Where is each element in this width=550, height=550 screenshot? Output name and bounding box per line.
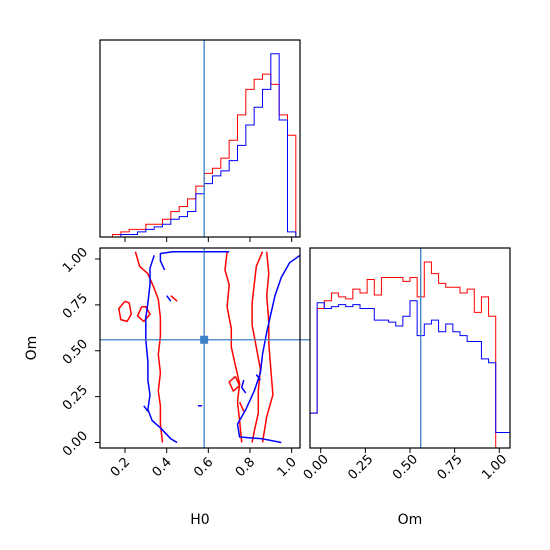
contour-series-1-path-7 [166, 295, 172, 302]
contour-ytick-label-3: 0.75 [60, 291, 91, 322]
contour-series-1-path-1 [159, 250, 230, 271]
contour-series-1-path-2 [236, 254, 300, 444]
hist-Om-xlabel: Om [398, 512, 423, 528]
contour-series-0-path-3 [261, 251, 274, 443]
contour-ytick-label-1: 0.25 [60, 383, 91, 414]
contour-ytick-label-2: 0.50 [60, 337, 91, 368]
contour-xtick-label-1: 0.4 [150, 455, 175, 480]
contour-series-0-path-8 [238, 401, 245, 412]
contour-frame [99, 247, 301, 449]
hist-Om-xtick-label-3: 0.75 [435, 452, 466, 483]
panel-hist-Om: 0.00 0.25 0.50 0.75 1.00 Om [301, 247, 511, 528]
hist-Om-xtick-label-0: 0.00 [301, 452, 332, 483]
contour-xtick-label-0: 0.2 [108, 455, 133, 480]
hist-Om-xtick-label-1: 0.25 [345, 452, 376, 483]
hist-Om-xtick-label-2: 0.50 [390, 452, 421, 483]
contour-series-1-path-3 [240, 379, 247, 394]
contour-series-0-path-7 [228, 375, 241, 392]
contour-ytick-label-4: 1.00 [60, 245, 91, 276]
panel-contour-H0-Om: 0.2 0.4 0.6 0.8 1.0 0.00 0.25 0.50 0.75 1.00 H0 O… [24, 245, 310, 528]
contour-xlabel: H0 [190, 512, 209, 528]
contour-series-0-path-0 [134, 251, 164, 443]
contour-series-1-path-4 [255, 374, 262, 381]
contour-series-1-path-6 [143, 405, 149, 412]
hist-Om-series-1-steps [309, 300, 511, 448]
hist-H0-series-0-steps [100, 73, 297, 238]
hist-Om-xtick-label-4: 1.00 [479, 452, 510, 483]
contour-series-0-path-6 [170, 295, 178, 302]
contour-xtick-label-3: 0.8 [233, 455, 258, 480]
contour-lines [118, 250, 300, 444]
hist-H0-frame [99, 39, 301, 238]
contour-series-0-path-2 [251, 251, 264, 443]
panel-hist-H0 [99, 39, 301, 242]
contour-xtick-label-2: 0.6 [191, 455, 216, 480]
hist-Om-series-0-steps [309, 261, 510, 449]
hist-H0-series-1-steps [100, 53, 297, 238]
contour-series-0-path-5 [136, 305, 151, 323]
contour-series-1-path-0 [145, 255, 178, 444]
contour-ylabel: Om [24, 336, 40, 361]
contour-series-0-path-1 [224, 251, 243, 443]
contour-truth-marker [200, 335, 209, 344]
contour-xtick-label-4: 1.0 [275, 455, 300, 480]
contour-series-0-path-4 [118, 300, 133, 323]
contour-ytick-label-0: 0.00 [60, 428, 91, 459]
